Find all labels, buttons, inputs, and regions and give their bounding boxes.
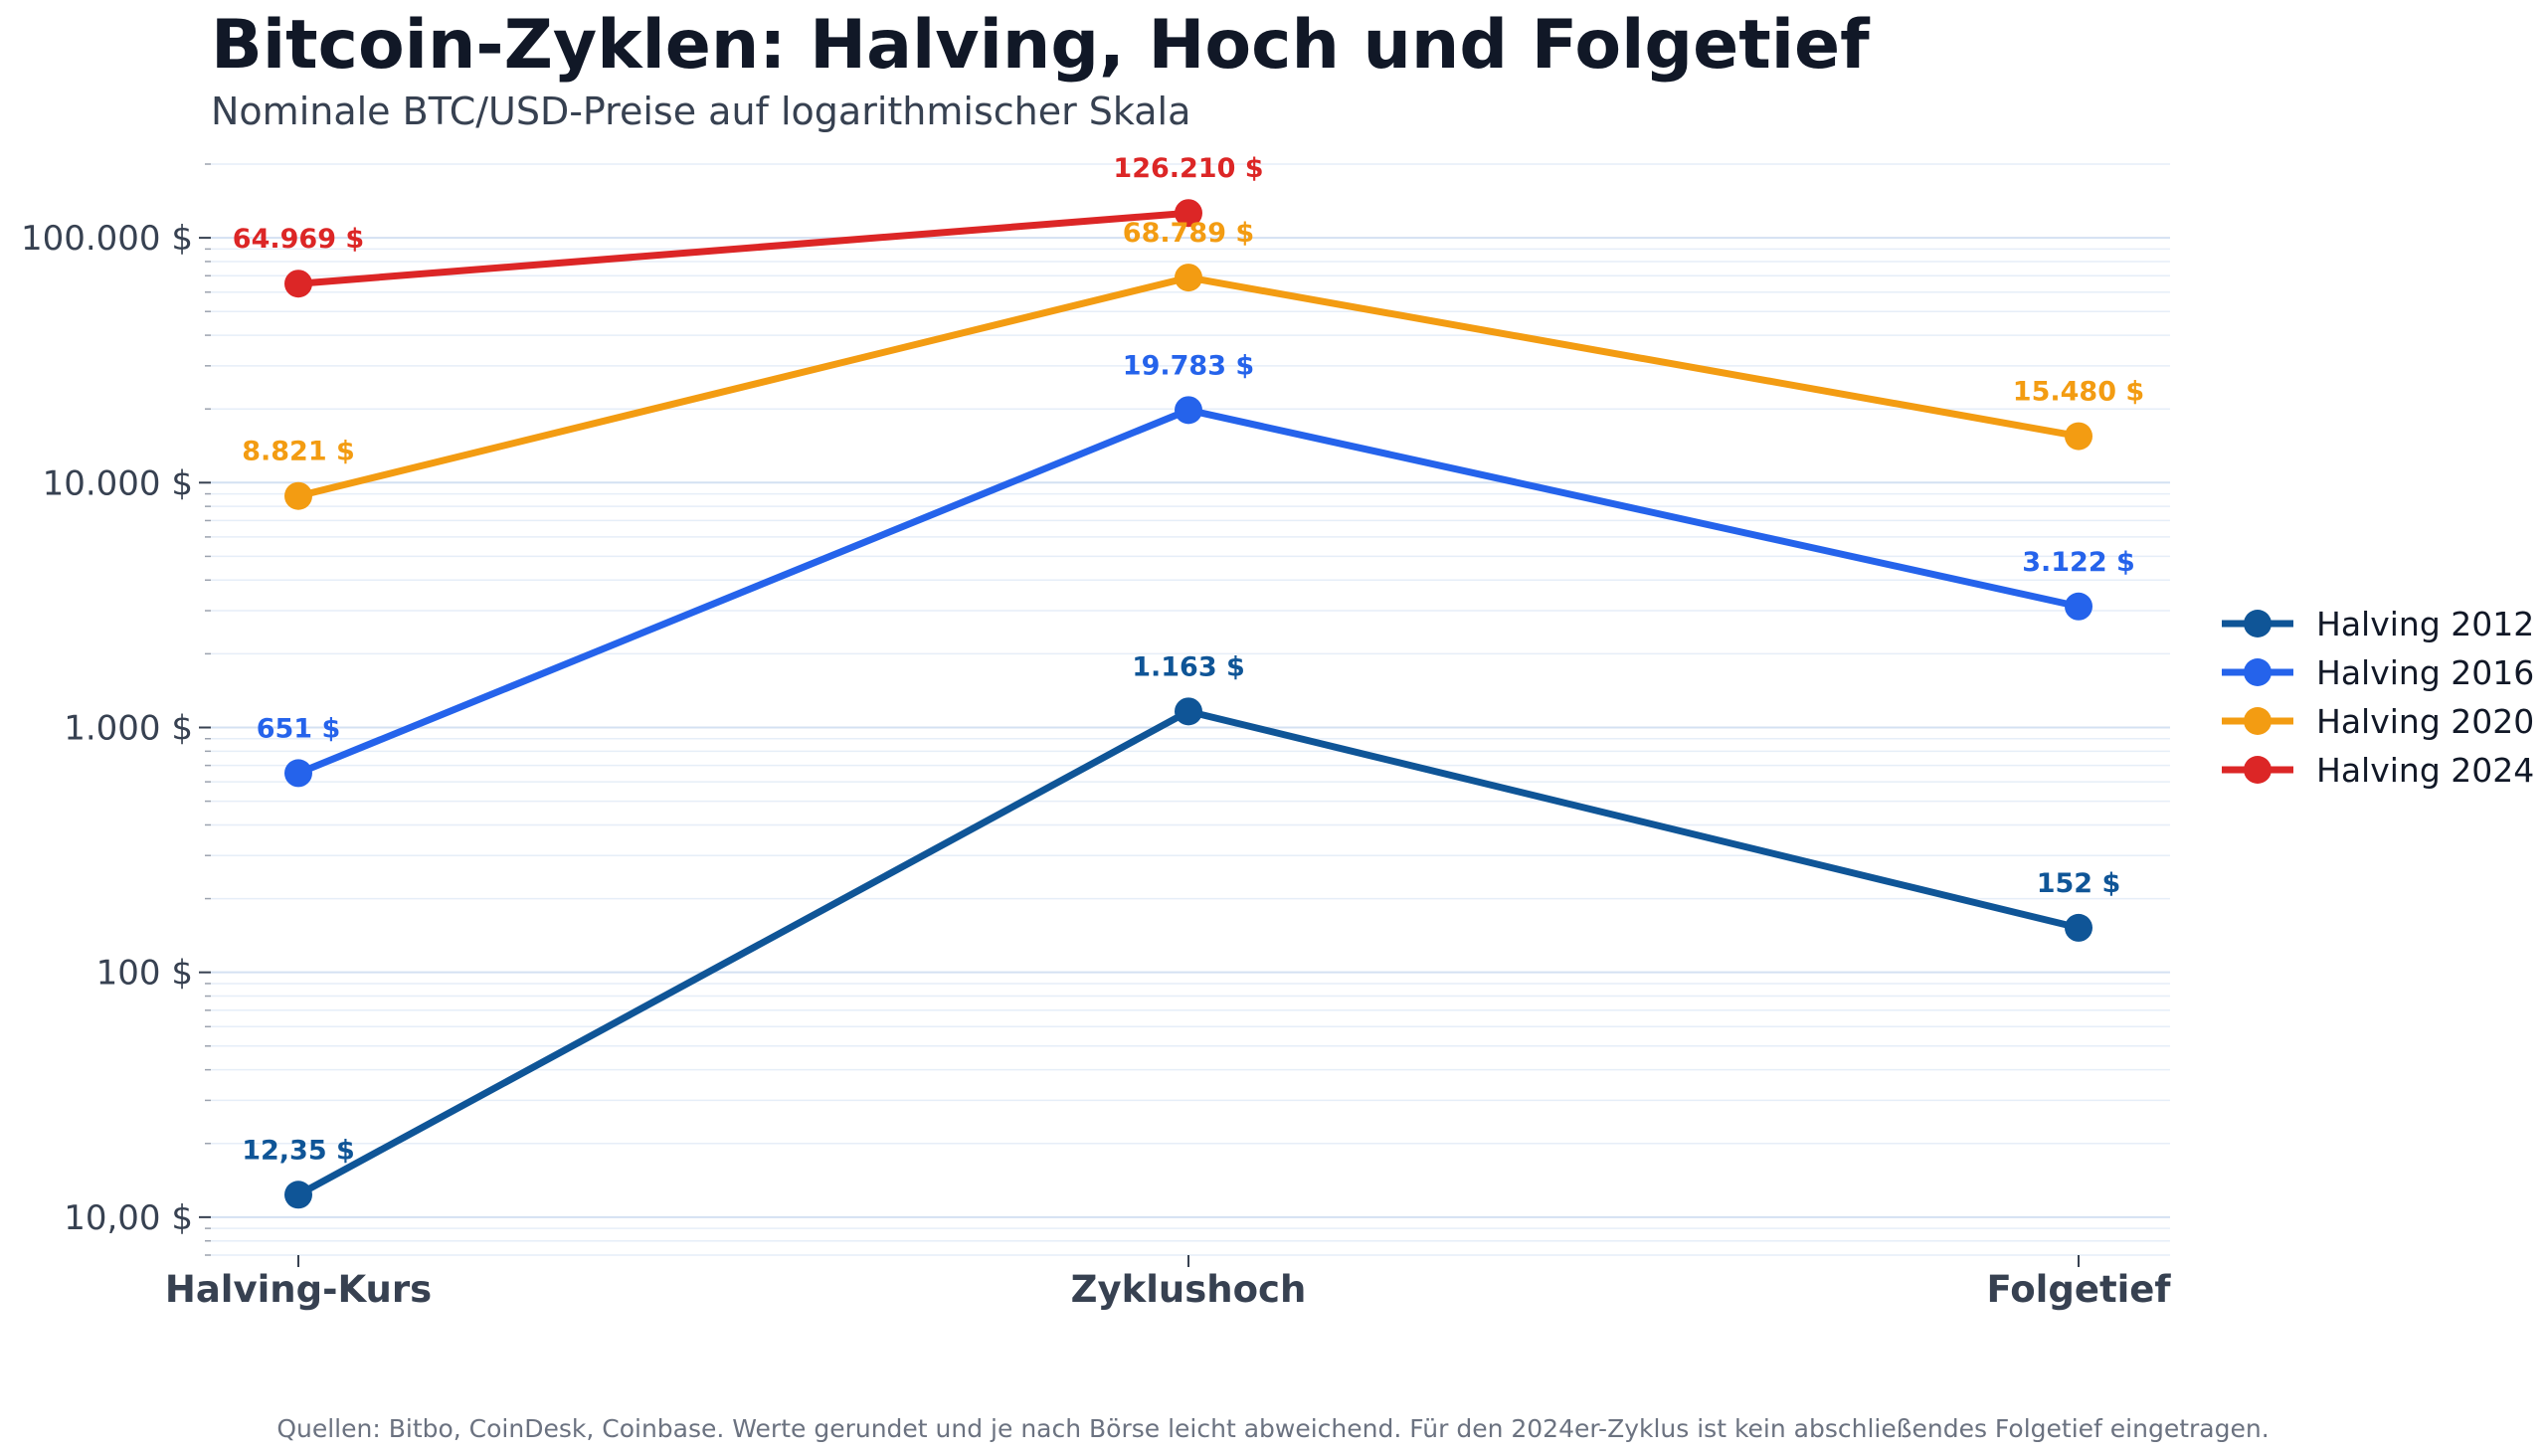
legend-entry[interactable]: Halving 2012 bbox=[2316, 605, 2534, 643]
series-line-1 bbox=[294, 707, 2083, 1198]
legend-marker[interactable] bbox=[2244, 707, 2272, 735]
data-label: 12,35 $ bbox=[242, 1135, 355, 1166]
x-axis: Halving-Kurs Zyklushoch Folgetief bbox=[165, 1255, 2171, 1311]
series-group bbox=[284, 199, 2092, 1209]
data-point bbox=[284, 481, 312, 510]
legend-marker[interactable] bbox=[2244, 756, 2272, 784]
data-label: 152 $ bbox=[2037, 868, 2121, 899]
chart-footer: Quellen: Bitbo, CoinDesk, Coinbase. Wert… bbox=[276, 1414, 2270, 1443]
y-tick-label: 100.000 $ bbox=[21, 219, 193, 259]
y-tick-label: 100 $ bbox=[96, 954, 193, 994]
legend-marker[interactable] bbox=[2244, 658, 2272, 686]
data-point bbox=[2065, 913, 2092, 942]
y-tick-label: 10,00 $ bbox=[64, 1198, 193, 1238]
data-label: 15.480 $ bbox=[2013, 377, 2144, 408]
series-line-4 bbox=[294, 209, 1192, 287]
y-tick-label: 10.000 $ bbox=[43, 463, 193, 503]
y-axis: 10,00 $ 100 $ 1.000 $ 10.000 $ 100.000 $ bbox=[21, 163, 211, 1256]
data-label: 126.210 $ bbox=[1113, 153, 1263, 184]
x-tick-label: Folgetief bbox=[1986, 1268, 2171, 1311]
legend[interactable]: Halving 2012 Halving 2016 Halving 2020 Halv… bbox=[2222, 605, 2534, 790]
x-tick-label: Halving-Kurs bbox=[165, 1268, 432, 1311]
data-label: 8.821 $ bbox=[242, 437, 355, 467]
data-label: 1.163 $ bbox=[1132, 651, 1245, 682]
data-point bbox=[1175, 199, 1202, 228]
data-point bbox=[2065, 592, 2092, 621]
grid-lines bbox=[211, 163, 2170, 1256]
data-point bbox=[1175, 697, 1202, 726]
data-label: 64.969 $ bbox=[233, 224, 364, 255]
data-label: 651 $ bbox=[257, 713, 341, 744]
data-point bbox=[284, 270, 312, 298]
series-line-3 bbox=[294, 273, 2083, 500]
data-point bbox=[2065, 422, 2092, 451]
data-label: 19.783 $ bbox=[1123, 350, 1254, 381]
data-point bbox=[1175, 264, 1202, 292]
x-tick-label: Zyklushoch bbox=[1071, 1268, 1307, 1311]
data-labels: 12,35 $ 1.163 $ 152 $ 651 $ 19.783 $ 3.122 $ 8… bbox=[233, 153, 2144, 1166]
data-point bbox=[284, 759, 312, 788]
chart-subtitle: Nominale BTC/USD-Preise auf logarithmisc… bbox=[211, 90, 1191, 133]
data-label: 68.789 $ bbox=[1123, 218, 1254, 249]
legend-entry[interactable]: Halving 2016 bbox=[2316, 653, 2534, 692]
legend-marker[interactable] bbox=[2244, 610, 2272, 637]
data-point bbox=[1175, 396, 1202, 425]
data-point bbox=[284, 1181, 312, 1209]
legend-entry[interactable]: Halving 2020 bbox=[2316, 702, 2534, 741]
data-label: 3.122 $ bbox=[2022, 547, 2135, 578]
legend-entry[interactable]: Halving 2024 bbox=[2316, 751, 2534, 790]
y-tick-label: 1.000 $ bbox=[64, 708, 193, 748]
chart-title: Bitcoin-Zyklen: Halving, Hoch und Folget… bbox=[211, 6, 1870, 85]
